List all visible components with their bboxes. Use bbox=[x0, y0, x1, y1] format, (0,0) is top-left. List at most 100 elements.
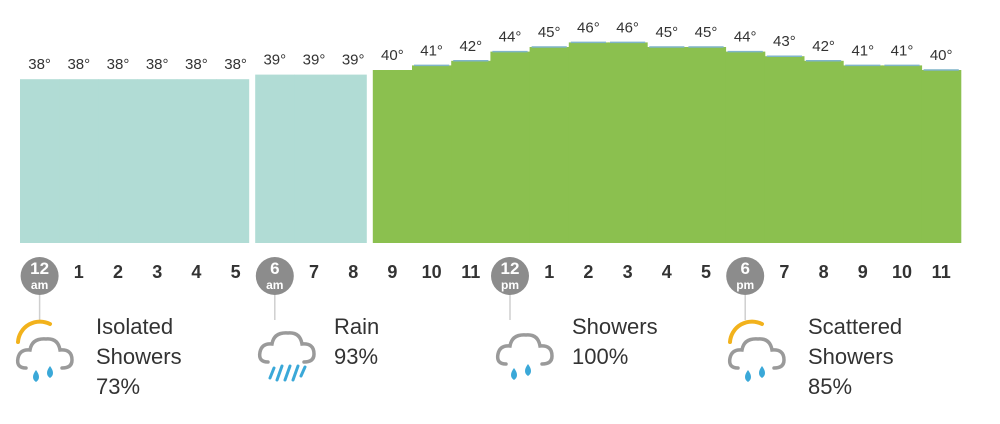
temperature-bar bbox=[647, 47, 687, 243]
temperature-label: 42° bbox=[459, 38, 482, 55]
hour-label: 5 bbox=[231, 262, 241, 282]
temperature-label: 42° bbox=[812, 38, 835, 55]
temperature-label: 38° bbox=[146, 56, 169, 73]
hour-label: 9 bbox=[858, 262, 868, 282]
temperature-label: 39° bbox=[263, 52, 286, 69]
hour-label: 4 bbox=[662, 262, 672, 282]
temperature-label: 46° bbox=[577, 19, 600, 36]
temperature-label: 41° bbox=[420, 42, 443, 59]
time-marker-period: am bbox=[266, 278, 283, 292]
temperature-label: 41° bbox=[851, 42, 874, 59]
temperature-label: 41° bbox=[891, 42, 914, 59]
temperature-bar bbox=[451, 60, 491, 243]
hour-label: 2 bbox=[113, 262, 123, 282]
temperature-label: 38° bbox=[107, 56, 130, 73]
temperature-label: 45° bbox=[695, 24, 718, 41]
cloud-rain-icon bbox=[257, 331, 316, 382]
hour-label: 11 bbox=[461, 262, 480, 282]
time-marker: 6pm bbox=[726, 257, 765, 320]
hour-label: 3 bbox=[623, 262, 633, 282]
forecast-line: Showers bbox=[572, 314, 658, 339]
hour-label: 10 bbox=[422, 262, 442, 282]
time-marker-period: pm bbox=[736, 278, 754, 292]
forecast-line: Showers bbox=[808, 344, 894, 369]
hour-label: 10 bbox=[892, 262, 912, 282]
forecast-line: Scattered bbox=[808, 314, 903, 339]
temperature-bar bbox=[804, 60, 844, 243]
temperature-bar bbox=[137, 79, 178, 243]
temperature-bar bbox=[98, 79, 139, 243]
temperature-label: 38° bbox=[67, 56, 90, 73]
time-marker-circle bbox=[491, 257, 529, 295]
temperature-bar bbox=[176, 79, 217, 243]
temperature-label: 44° bbox=[734, 29, 757, 46]
forecast-text: Isolated Showers 73% bbox=[96, 312, 182, 402]
temperature-label: 38° bbox=[185, 56, 208, 73]
temperature-bar bbox=[59, 79, 99, 243]
temperature-bar bbox=[608, 42, 648, 244]
temperature-label: 39° bbox=[303, 52, 326, 69]
temperature-label: 39° bbox=[342, 52, 365, 69]
temperature-label: 46° bbox=[616, 19, 639, 36]
hour-label: 11 bbox=[932, 262, 951, 282]
temperature-bar bbox=[764, 56, 805, 244]
temperature-bar bbox=[255, 74, 295, 243]
time-marker-period: am bbox=[31, 278, 48, 292]
temperature-label: 44° bbox=[499, 29, 522, 46]
temperature-bars bbox=[20, 41, 962, 244]
forecast-block-rain: Rain 93% bbox=[252, 312, 482, 412]
forecast-text: Scattered Showers 85% bbox=[808, 312, 902, 402]
hour-label: 8 bbox=[819, 262, 829, 282]
sun-cloud-drops-icon bbox=[727, 319, 786, 382]
forecast-line: 85% bbox=[808, 374, 853, 399]
temperature-label: 45° bbox=[655, 24, 678, 41]
hour-label: 9 bbox=[387, 262, 397, 282]
forecast-block-scattered-showers: Scattered Showers 85% bbox=[726, 312, 956, 412]
temperature-label: 43° bbox=[773, 33, 796, 50]
forecast-line: 73% bbox=[96, 374, 141, 399]
hour-label: 2 bbox=[583, 262, 593, 282]
time-marker: 6am bbox=[255, 257, 294, 320]
temperature-labels: 38° 38° 38° 38° 38° 38° 39° 39° 39° 40° 41° 42° 44° 4… bbox=[28, 19, 952, 73]
temperature-bar bbox=[568, 42, 609, 244]
temperature-label: 38° bbox=[28, 56, 51, 73]
forecast-text: Rain 93% bbox=[334, 312, 379, 372]
temperature-bar bbox=[882, 65, 923, 244]
temperature-bar bbox=[490, 51, 531, 243]
temperature-bar bbox=[529, 47, 570, 243]
time-marker-circle bbox=[20, 257, 59, 295]
temperature-bar bbox=[843, 65, 883, 244]
temperature-bar bbox=[412, 65, 452, 244]
forecast-line: Isolated bbox=[96, 314, 174, 339]
forecast-line: Showers bbox=[96, 344, 182, 369]
time-marker-circle bbox=[255, 257, 294, 295]
time-marker-hour: 12 bbox=[501, 259, 520, 278]
forecast-block-showers: Showers 100% bbox=[490, 312, 720, 412]
hour-label: 7 bbox=[309, 262, 319, 282]
temperature-bar bbox=[921, 70, 962, 243]
forecast-line: Rain bbox=[334, 314, 380, 339]
temperature-bar bbox=[333, 74, 367, 243]
hour-label: 4 bbox=[191, 262, 201, 282]
temperature-bar bbox=[294, 74, 335, 243]
time-marker-period: pm bbox=[501, 278, 519, 292]
forecast-text: Showers 100% bbox=[572, 312, 658, 372]
temperature-label: 40° bbox=[381, 47, 404, 64]
temperature-bar bbox=[686, 47, 727, 243]
hour-label: 8 bbox=[348, 262, 358, 282]
forecast-line: 100% bbox=[572, 344, 629, 369]
time-marker-hour: 12 bbox=[30, 259, 49, 278]
hour-label: 7 bbox=[779, 262, 789, 282]
forecast-line: 93% bbox=[334, 344, 379, 369]
forecast-block-isolated-showers: Isolated Showers 73% bbox=[14, 312, 244, 412]
temperature-label: 38° bbox=[224, 56, 247, 73]
hour-label: 3 bbox=[152, 262, 162, 282]
sun-cloud-drops-icon bbox=[15, 319, 74, 382]
temperature-label: 45° bbox=[538, 24, 561, 41]
hour-label: 5 bbox=[701, 262, 711, 282]
time-marker-hour: 6 bbox=[740, 259, 749, 278]
temperature-bar bbox=[216, 79, 250, 243]
